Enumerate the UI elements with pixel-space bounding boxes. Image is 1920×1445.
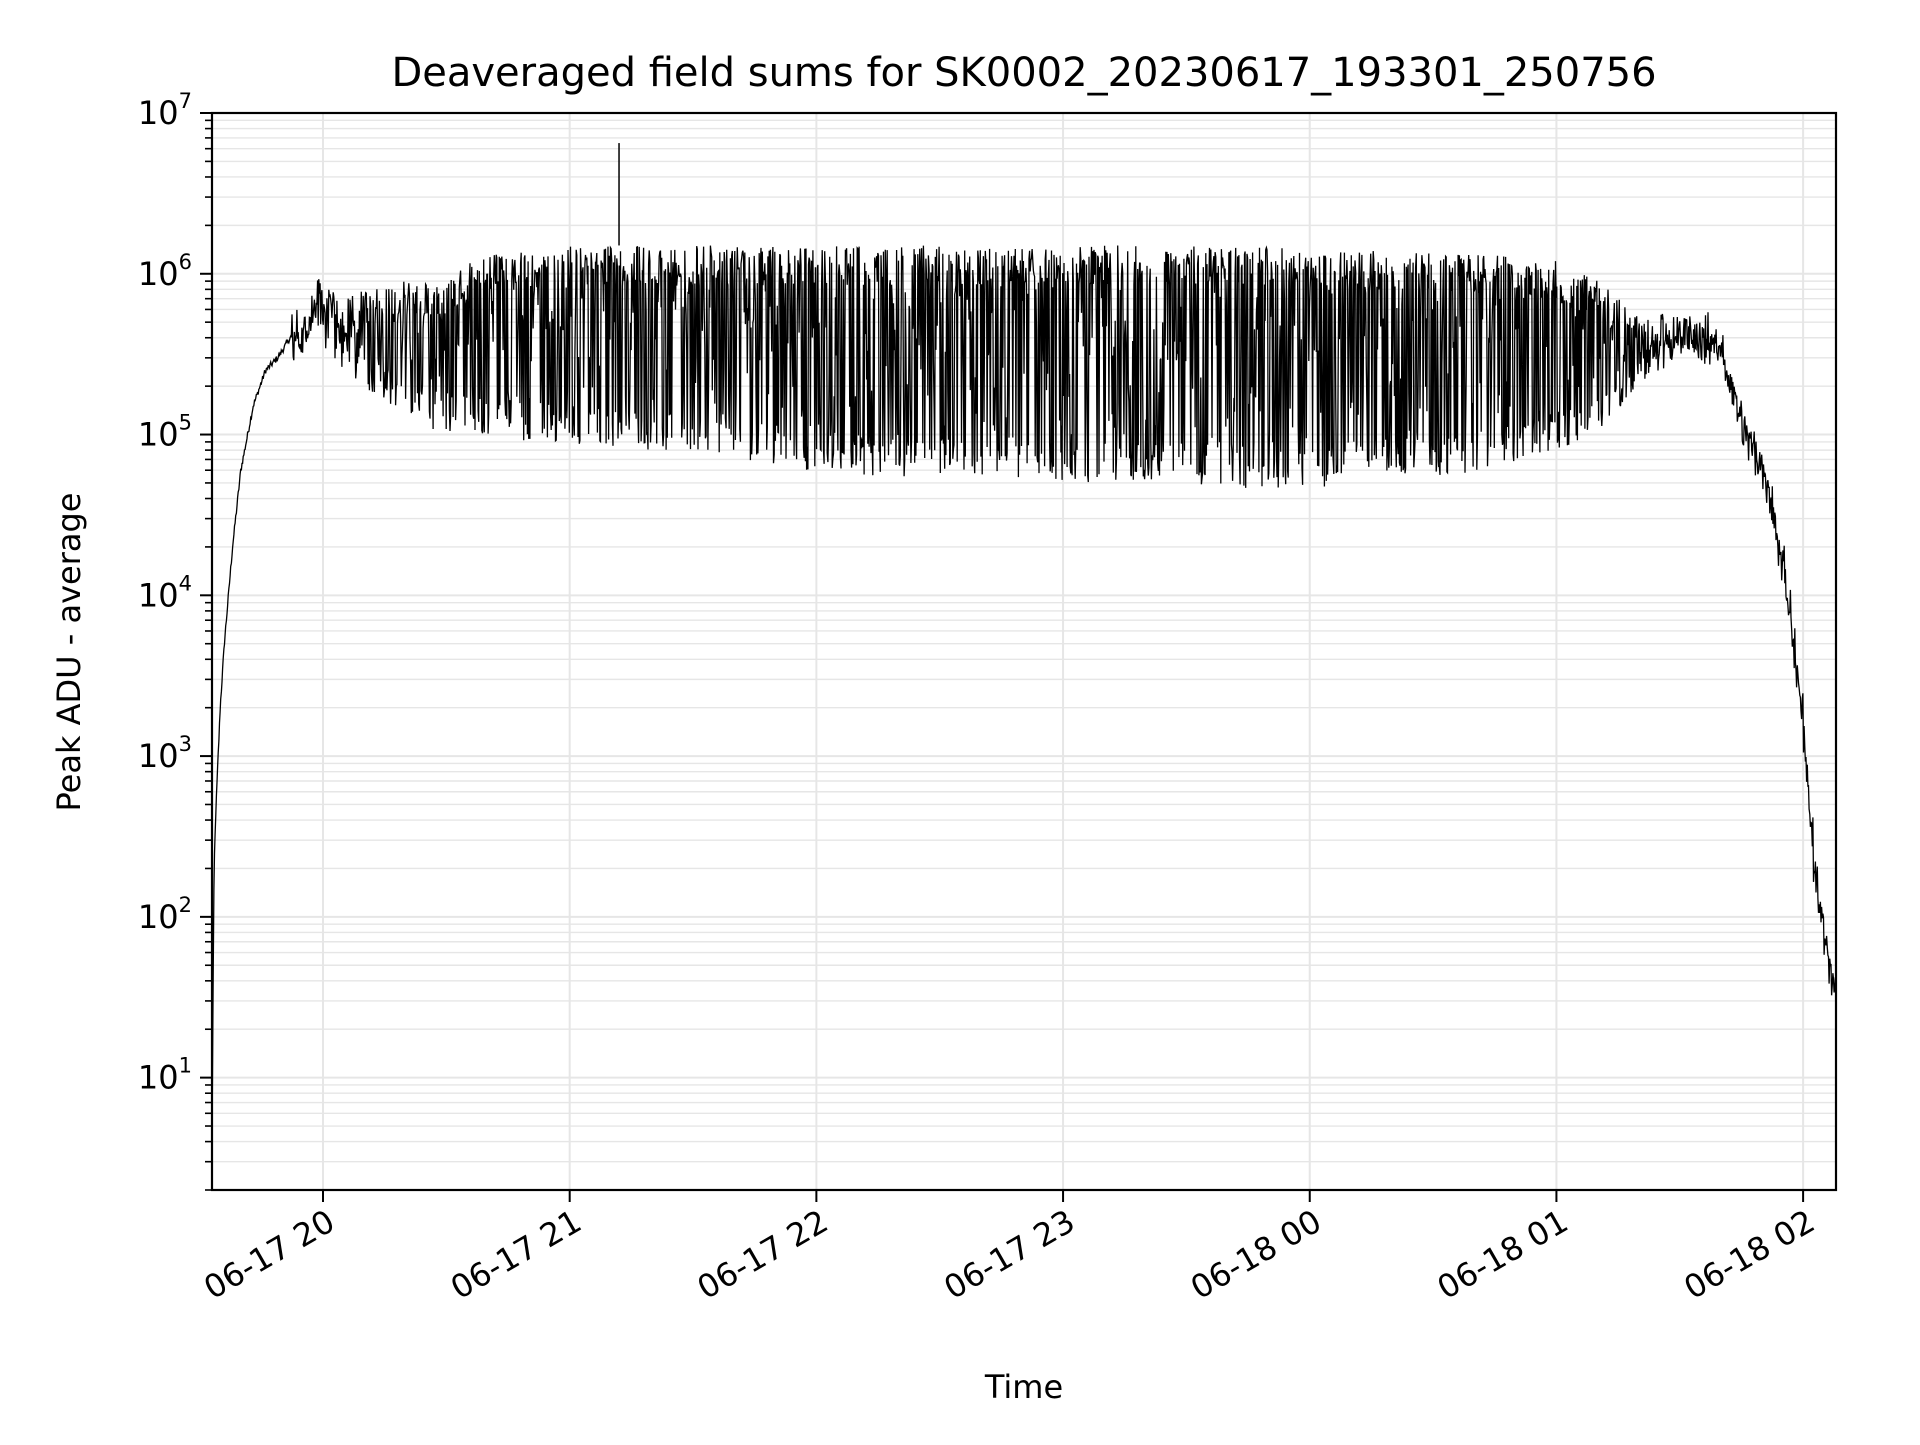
- chart-title: Deaveraged field sums for SK0002_2023061…: [391, 50, 1656, 96]
- y-tick-label: 106: [138, 250, 192, 293]
- y-tick-label: 107: [138, 89, 192, 132]
- x-axis-label: Time: [984, 1368, 1063, 1406]
- y-tick-label: 102: [138, 893, 192, 936]
- series-layer: [211, 143, 1837, 1141]
- y-axis-label: Peak ADU - average: [50, 493, 88, 812]
- series-line: [211, 245, 1837, 1141]
- y-axis: 101 102 103 104 105 106 107: [138, 89, 212, 1191]
- y-tick-label: 103: [138, 732, 192, 775]
- y-tick-label: 101: [138, 1054, 192, 1097]
- plot-frame: [210, 111, 1838, 1192]
- y-tick-label: 105: [138, 411, 192, 454]
- grid-lines: [212, 112, 1836, 1191]
- y-tick-label: 104: [138, 571, 192, 614]
